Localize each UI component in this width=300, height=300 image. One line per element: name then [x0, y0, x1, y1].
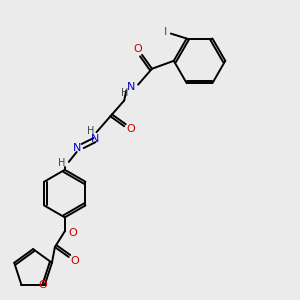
Text: O: O	[39, 280, 47, 290]
Text: O: O	[68, 228, 77, 238]
Text: N: N	[91, 134, 100, 144]
Text: N: N	[127, 82, 135, 92]
Text: N: N	[73, 143, 81, 153]
Text: O: O	[70, 256, 79, 266]
Text: I: I	[164, 27, 167, 37]
Text: O: O	[134, 44, 142, 54]
Text: H: H	[58, 158, 65, 168]
Text: H: H	[87, 126, 94, 136]
Text: O: O	[127, 124, 136, 134]
Text: H: H	[121, 88, 128, 98]
